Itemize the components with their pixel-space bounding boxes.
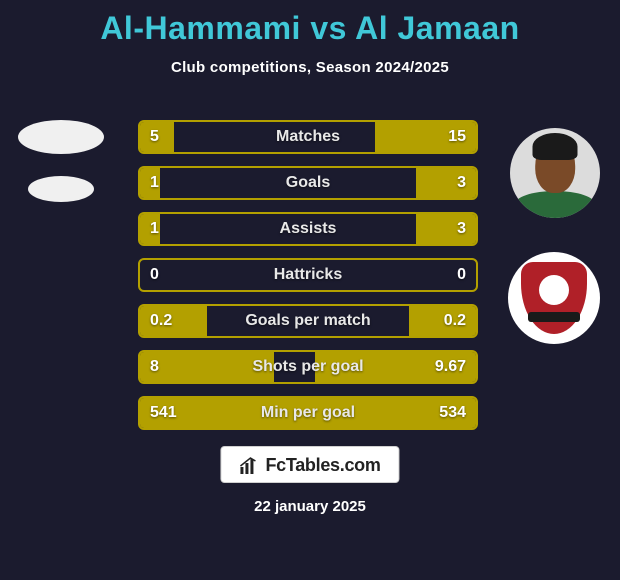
stat-label: Goals [140,168,476,198]
comparison-bars: 515Matches 13Goals 13Assists 00Hattricks 0.2… [138,120,478,442]
stat-label: Assists [140,214,476,244]
player-right-photo [510,128,600,218]
stat-label: Min per goal [140,398,476,428]
stat-row: 515Matches [138,120,478,154]
stat-row: 00Hattricks [138,258,478,292]
stat-label: Shots per goal [140,352,476,382]
stat-row: 13Goals [138,166,478,200]
crest-band [528,312,581,322]
stat-label: Goals per match [140,306,476,336]
player-right-shoulders [515,191,596,218]
stat-row: 13Assists [138,212,478,246]
stat-row: 89.67Shots per goal [138,350,478,384]
crest-ball-icon [539,275,569,305]
crest-shield [521,262,587,334]
stat-row: 541534Min per goal [138,396,478,430]
player-left-mark-2 [28,176,94,202]
page-title: Al-Hammami vs Al Jamaan [0,0,620,47]
comparison-infographic: Al-Hammami vs Al Jamaan Club competition… [0,0,620,580]
stat-row: 0.20.2Goals per match [138,304,478,338]
player-right-hair [533,133,578,160]
brand-text: FcTables.com [265,455,380,476]
stat-label: Matches [140,122,476,152]
page-subtitle: Club competitions, Season 2024/2025 [0,47,620,76]
stat-label: Hattricks [140,260,476,290]
brand-badge: FcTables.com [220,446,399,483]
player-left-mark-1 [18,120,104,154]
date-label: 22 january 2025 [0,498,620,515]
player-right-crest [508,252,600,344]
crest-icon [521,262,587,334]
chart-icon [239,457,259,475]
